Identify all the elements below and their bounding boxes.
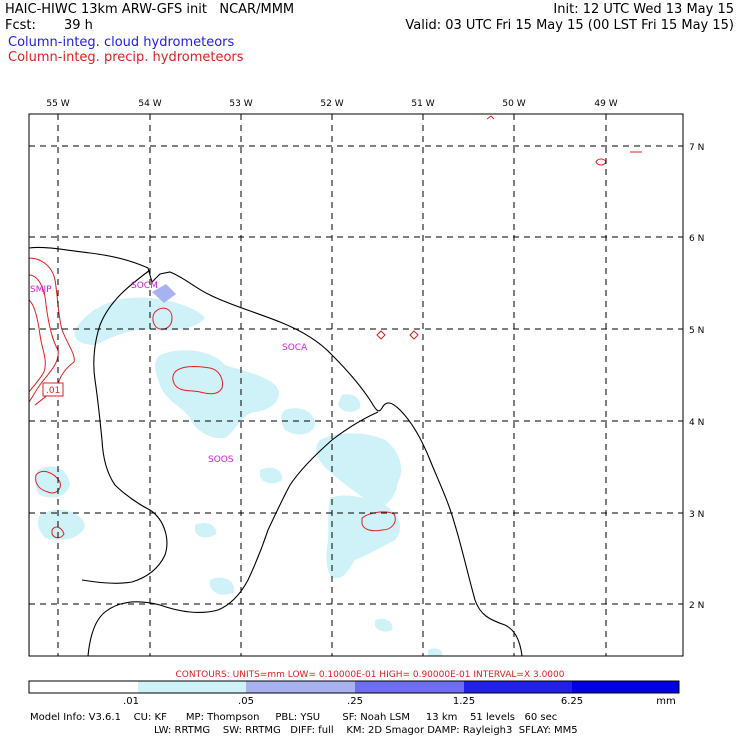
forecast-hour: 39 h	[64, 18, 93, 33]
colorbar-tick: .05	[238, 696, 254, 707]
lon-label: 54 W	[138, 99, 161, 109]
colorbar-tick: .25	[347, 696, 363, 707]
lon-label: 53 W	[229, 99, 252, 109]
lon-label: 50 W	[502, 99, 525, 109]
cloud-shading	[35, 297, 443, 656]
lat-label: 5 N	[689, 326, 704, 336]
init-time: Init: 12 UTC Wed 13 May 15	[553, 2, 734, 17]
model-info-line1: Model Info: V3.6.1 CU: KF MP: Thompson P…	[30, 712, 558, 723]
lon-label: 49 W	[594, 99, 617, 109]
lon-label: 55 W	[46, 99, 69, 109]
map-frame-bg	[29, 114, 683, 656]
coastlines-borders	[29, 246, 523, 656]
colorbar-frame	[28, 680, 680, 694]
station-label-socm: SOCM	[131, 281, 158, 291]
colorbar-segment	[138, 681, 246, 693]
contour-info: CONTOURS: UNITS=mm LOW= 0.10000E-01 HIGH…	[176, 670, 565, 680]
colorbar-segment	[464, 681, 572, 693]
cloud-shading-dense	[152, 284, 176, 303]
station-label-soos: SOOS	[208, 455, 234, 465]
lat-label: 2 N	[689, 601, 704, 611]
lat-label: 4 N	[689, 418, 704, 428]
colorbar-segment	[246, 681, 355, 693]
legend-precip-hydrometeors: Column-integ. precip. hydrometeors	[8, 50, 244, 65]
lon-label: 51 W	[411, 99, 434, 109]
map-frame	[28, 113, 684, 657]
contour-label-box	[42, 382, 64, 397]
lon-label: 52 W	[320, 99, 343, 109]
colorbar-tick-labels: .01 .05 .25 1.25 6.25 mm	[123, 696, 676, 707]
colorbar-tick: .01	[123, 696, 139, 707]
colorbar-segment	[355, 681, 464, 693]
lat-label: 7 N	[689, 143, 704, 153]
longitude-labels: 55 W 54 W 53 W 52 W 51 W 50 W 49 W	[46, 99, 617, 109]
valid-time: Valid: 03 UTC Fri 15 May 15 (00 LST Fri …	[405, 18, 734, 33]
legend-cloud-hydrometeors: Column-integ. cloud hydrometeors	[8, 35, 235, 50]
station-labels: SMJP SOCM SOCA SOOS	[30, 281, 308, 465]
colorbar-unit: mm	[656, 696, 675, 707]
colorbar-tick: 6.25	[561, 696, 583, 707]
map-title: HAIC-HIWC 13km ARW-GFS init NCAR/MMM	[5, 2, 295, 17]
latitude-labels: 7 N 6 N 5 N 4 N 3 N 2 N	[689, 143, 704, 611]
contour-value-label: .01	[46, 386, 60, 396]
lat-lon-grid	[29, 114, 683, 656]
colorbar-tick: 1.25	[453, 696, 475, 707]
model-info-line2: LW: RRTMG SW: RRTMG DIFF: full KM: 2D Sm…	[154, 725, 578, 736]
station-label-soca: SOCA	[282, 343, 308, 353]
lat-label: 3 N	[689, 510, 704, 520]
forecast-label: Fcst:	[5, 18, 36, 33]
lat-label: 6 N	[689, 234, 704, 244]
colorbar	[28, 680, 680, 694]
colorbar-segment	[572, 681, 679, 693]
station-label-smjp: SMJP	[30, 285, 52, 295]
colorbar-segment	[29, 681, 138, 693]
